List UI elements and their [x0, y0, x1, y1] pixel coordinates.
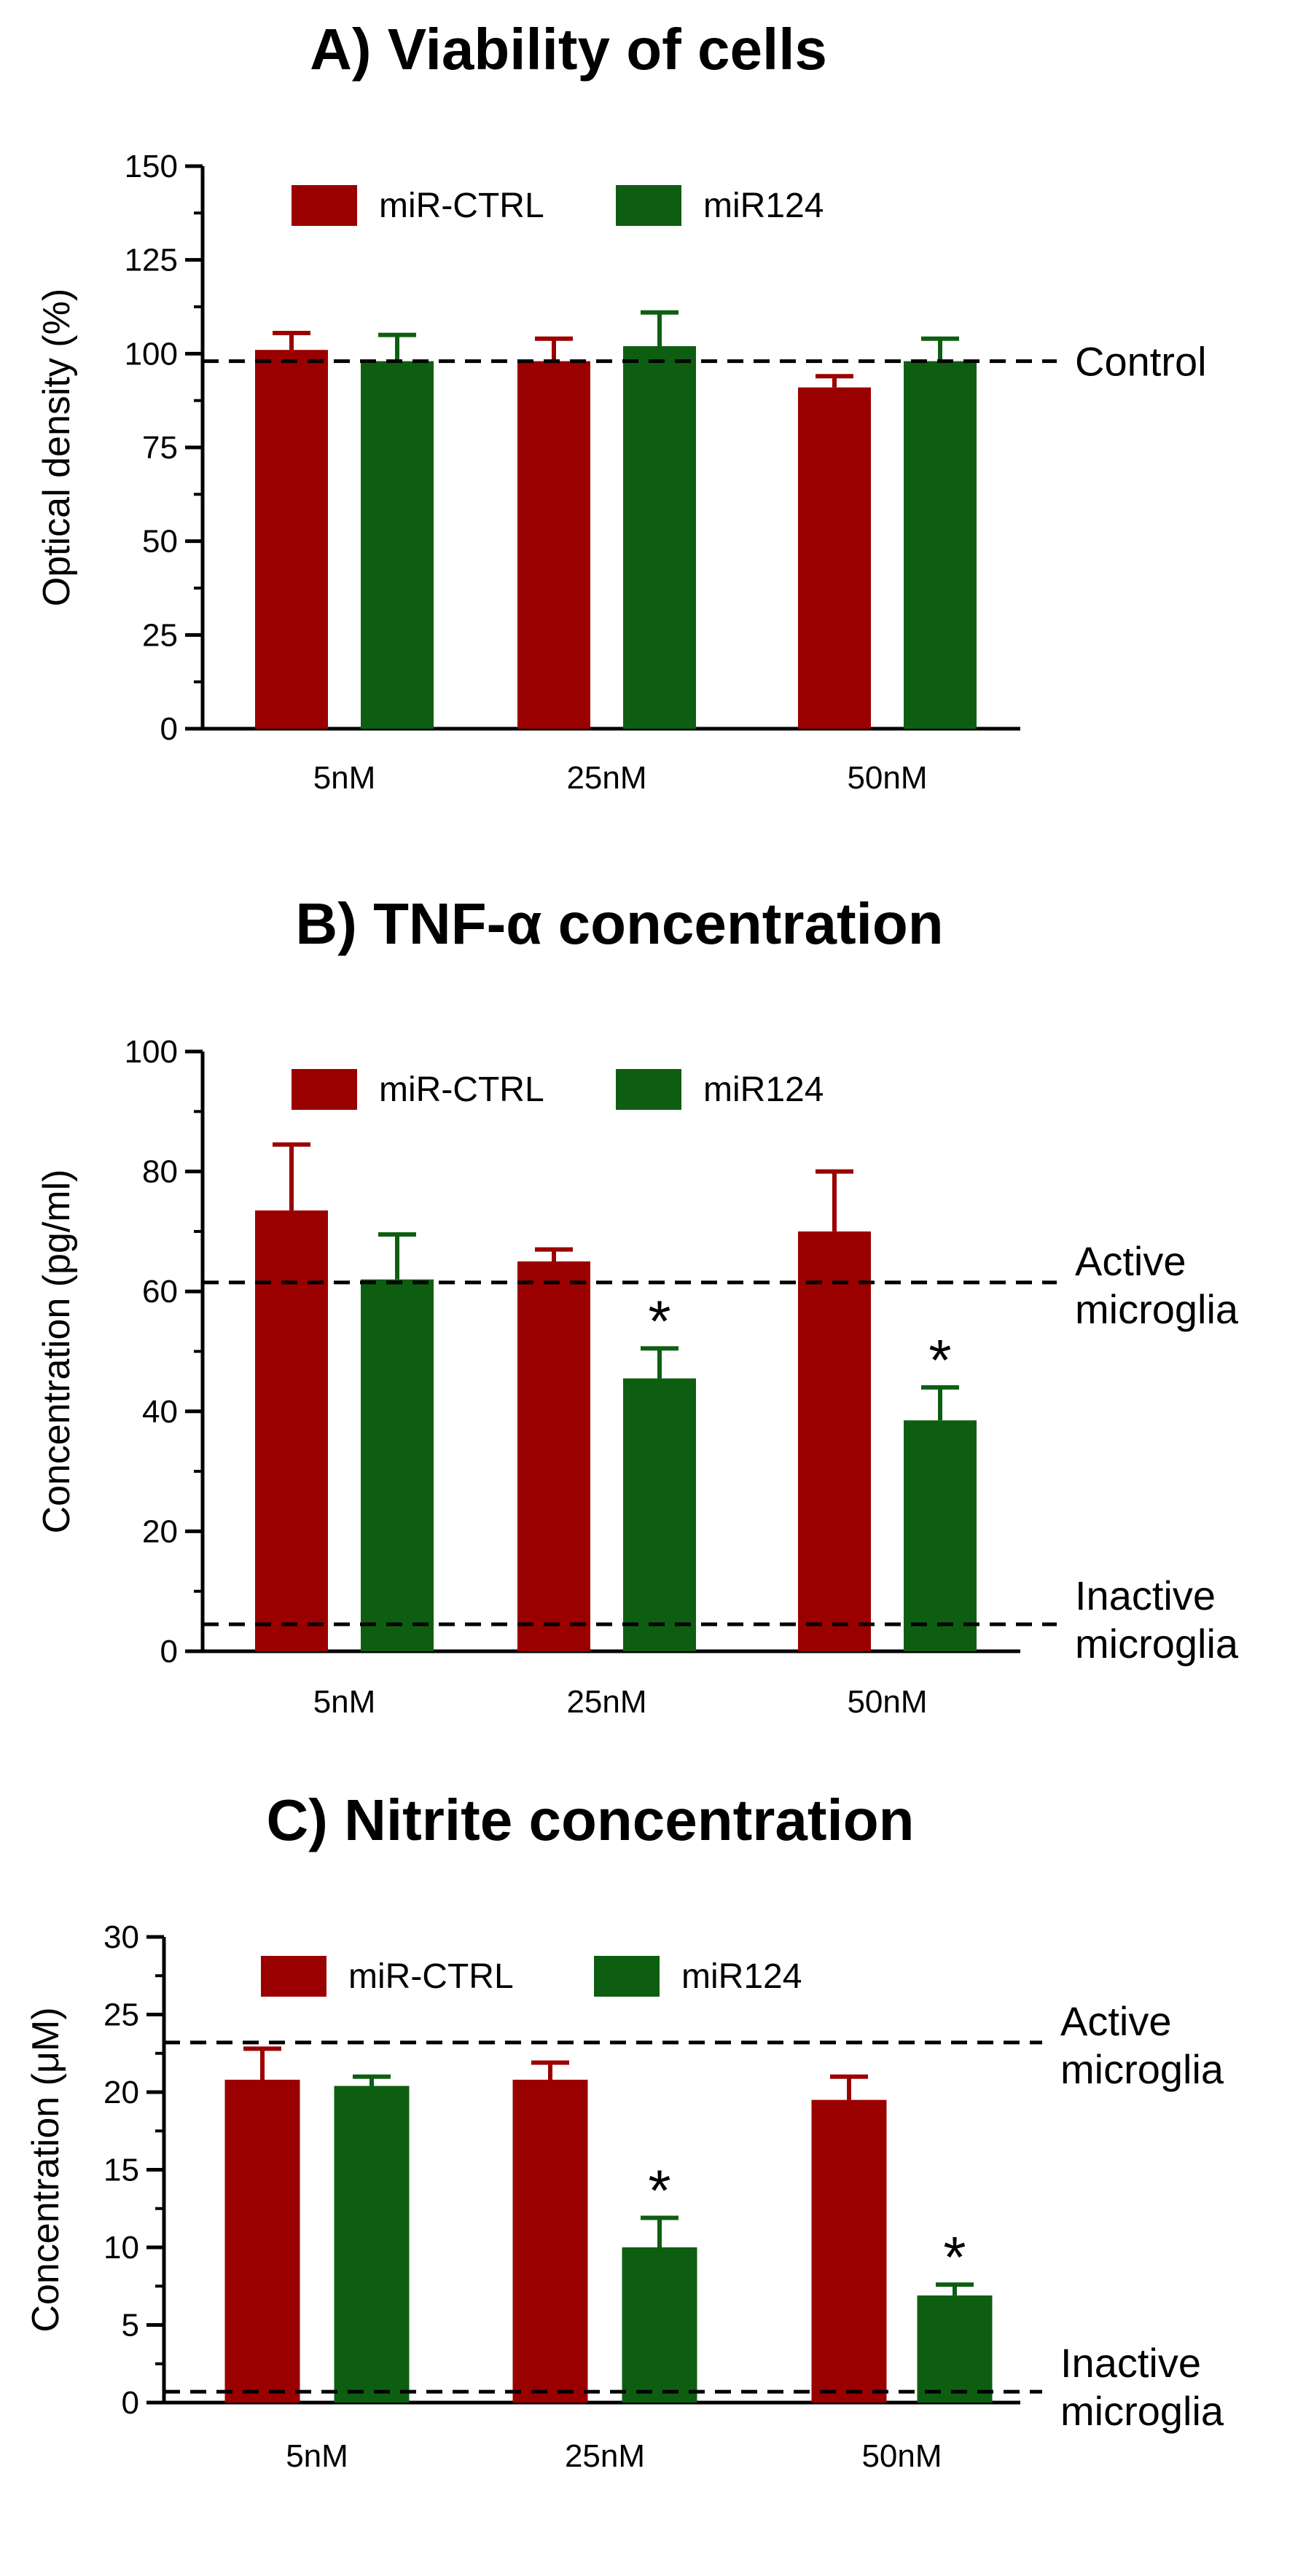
reference-label: Active — [1075, 1238, 1186, 1284]
x-tick-label: 5nM — [286, 2438, 348, 2474]
y-tick-label: 75 — [142, 430, 178, 466]
legend-swatch — [261, 1956, 326, 1997]
y-tick-label: 5 — [122, 2308, 139, 2344]
bar-mir-ctrl-50nm — [798, 1231, 871, 1651]
legend-label: miR124 — [703, 1070, 824, 1109]
reference-label: microglia — [1060, 2388, 1224, 2434]
reference-label: microglia — [1060, 2046, 1224, 2092]
reference-label: microglia — [1075, 1286, 1239, 1332]
bar-mir124-50nm — [917, 2295, 993, 2403]
x-tick-label: 50nM — [861, 2438, 942, 2474]
x-tick-label: 25nM — [566, 760, 646, 796]
y-tick-label: 100 — [125, 336, 178, 372]
y-tick-label: 20 — [103, 2075, 139, 2110]
bar-mir124-5nm — [361, 1279, 434, 1651]
significance-marker: * — [943, 2225, 966, 2290]
bar-mir-ctrl-5nm — [255, 350, 328, 729]
legend-swatch — [292, 185, 357, 226]
bar-mir124-50nm — [904, 1420, 977, 1651]
y-tick-label: 25 — [103, 1997, 139, 2033]
bar-mir-ctrl-5nm — [224, 2079, 300, 2403]
reference-label: microglia — [1075, 1621, 1239, 1667]
bar-mir124-25nm — [623, 346, 696, 729]
y-tick-label: 40 — [142, 1394, 178, 1430]
bar-mir124-25nm — [622, 2247, 697, 2403]
y-axis-label: Concentration (μM) — [25, 2007, 67, 2332]
bar-mir-ctrl-25nm — [517, 361, 590, 729]
legend-swatch — [616, 185, 681, 226]
bar-mir-ctrl-50nm — [811, 2099, 887, 2403]
y-tick-label: 0 — [160, 711, 178, 747]
y-axis-label: Optical density (%) — [36, 289, 78, 606]
x-tick-label: 5nM — [313, 1684, 376, 1720]
legend-label: miR-CTRL — [379, 1070, 544, 1109]
legend-swatch — [594, 1956, 660, 1997]
y-tick-label: 30 — [103, 1919, 139, 1955]
reference-label: Control — [1075, 339, 1207, 385]
y-tick-label: 150 — [125, 149, 178, 184]
reference-label: Inactive — [1060, 2340, 1201, 2386]
bar-mir124-5nm — [361, 361, 434, 729]
y-tick-label: 0 — [160, 1634, 178, 1669]
y-tick-label: 20 — [142, 1514, 178, 1549]
legend-swatch — [616, 1069, 681, 1110]
y-tick-label: 125 — [125, 243, 178, 278]
x-tick-label: 50nM — [847, 1684, 927, 1720]
significance-marker: * — [648, 1288, 670, 1353]
y-tick-label: 10 — [103, 2230, 139, 2266]
y-tick-label: 60 — [142, 1274, 178, 1309]
reference-label: Inactive — [1075, 1573, 1216, 1618]
y-tick-label: 80 — [142, 1154, 178, 1190]
chart-title: B) TNF-α concentration — [295, 891, 943, 956]
legend-label: miR-CTRL — [348, 1957, 514, 1996]
chart-title: C) Nitrite concentration — [267, 1788, 915, 1852]
bar-mir124-5nm — [334, 2086, 410, 2403]
bar-mir-ctrl-5nm — [255, 1210, 328, 1651]
bar-mir-ctrl-25nm — [512, 2079, 588, 2403]
chart-title: A) Viability of cells — [310, 17, 827, 82]
reference-label: Active — [1060, 1998, 1172, 2044]
y-tick-label: 25 — [142, 617, 178, 653]
y-tick-label: 100 — [125, 1034, 178, 1070]
legend-swatch — [292, 1069, 357, 1110]
y-tick-label: 15 — [103, 2153, 139, 2188]
bar-mir124-50nm — [904, 361, 977, 729]
y-tick-label: 50 — [142, 524, 178, 560]
legend-label: miR124 — [703, 187, 824, 225]
bar-mir-ctrl-50nm — [798, 387, 871, 729]
significance-marker: * — [648, 2158, 670, 2223]
chart-panel-b: B) TNF-α concentration 0 20 40 60 80 100 Concen… — [36, 891, 1239, 1720]
x-tick-label: 25nM — [566, 1684, 646, 1720]
x-tick-label: 25nM — [565, 2438, 645, 2474]
y-axis-label: Concentration (pg/ml) — [36, 1170, 78, 1534]
bar-mir124-25nm — [623, 1378, 696, 1651]
significance-marker: * — [928, 1328, 951, 1393]
bar-mir-ctrl-25nm — [517, 1261, 590, 1651]
y-tick-label: 0 — [122, 2385, 139, 2421]
legend-label: miR124 — [681, 1957, 802, 1996]
legend-label: miR-CTRL — [379, 187, 544, 225]
chart-panel-c: C) Nitrite concentration 0 5 10 15 20 25 30 Conc… — [25, 1788, 1224, 2474]
x-tick-label: 5nM — [313, 760, 376, 796]
x-tick-label: 50nM — [847, 760, 927, 796]
chart-panel-a: A) Viability of cells 0 25 50 75 100 125 150 Opt… — [36, 17, 1207, 796]
